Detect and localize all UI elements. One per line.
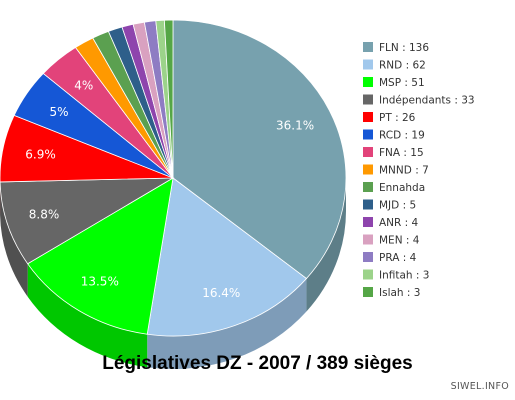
- slice-label-fna: 4%: [74, 79, 93, 93]
- legend-label-infitah: Infitah : 3: [379, 270, 429, 282]
- legend-label-msp: MSP : 51: [379, 77, 425, 89]
- legend-label-mjd: MJD : 5: [379, 200, 416, 212]
- legend-swatch-rnd: [363, 59, 373, 70]
- slice-label-pt: 6.9%: [25, 148, 56, 162]
- pie-wall-rnd: [147, 278, 307, 369]
- slice-label-rcd: 5%: [50, 105, 69, 119]
- legend-swatch-islah: [363, 287, 373, 297]
- pie-slice-rnd[interactable]: [146, 177, 308, 337]
- legend-label-fln: FLN : 136: [379, 42, 429, 54]
- pie-slice-islah[interactable]: [163, 19, 174, 179]
- legend-swatch-indépendants: [363, 94, 373, 105]
- legend-swatch-mjd: [363, 199, 373, 210]
- pie-slice-fln[interactable]: [172, 19, 347, 280]
- legend-label-islah: Islah : 3: [379, 287, 420, 299]
- pie-wall-indépendants: [0, 181, 28, 297]
- pie-slice-msp[interactable]: [27, 177, 174, 335]
- pie-slices: [0, 19, 347, 337]
- legend-swatch-pra: [363, 252, 373, 262]
- legend-swatch-mnnd: [363, 164, 373, 175]
- slice-label-rnd: 16.4%: [202, 286, 240, 300]
- legend-label-mnnd: MNND : 7: [379, 165, 429, 177]
- pie-wall-fln: [306, 178, 346, 312]
- legend-label-pt: PT : 26: [379, 112, 416, 124]
- legend-swatch-rcd: [363, 129, 373, 140]
- chart-legend: FLN : 136 RND : 62 MSP : 51 Indépendants : …: [363, 42, 475, 299]
- slice-label-indépendants: 8.8%: [29, 207, 60, 221]
- slice-label-msp: 13.5%: [81, 275, 119, 289]
- legend-label-anr: ANR : 4: [379, 217, 419, 229]
- legend-swatch-ennahda: [363, 182, 373, 192]
- source-credit: SIWEL.INFO: [450, 381, 509, 392]
- legend-swatch-fln: [363, 42, 373, 52]
- legend-label-fna: FNA : 15: [379, 147, 424, 159]
- chart-title: Législatives DZ - 2007 / 389 sièges: [102, 353, 413, 374]
- legend-swatch-fna: [363, 147, 373, 157]
- legend-swatch-men: [363, 234, 373, 245]
- legend-swatch-infitah: [363, 269, 373, 280]
- legend-label-rnd: RND : 62: [379, 60, 426, 72]
- slice-label-fln: 36.1%: [276, 118, 314, 132]
- legend-swatch-pt: [363, 112, 373, 122]
- legend-label-indépendants: Indépendants : 33: [379, 95, 475, 107]
- pie-slice-indépendants[interactable]: [0, 177, 175, 265]
- legend-swatch-anr: [363, 217, 373, 227]
- legend-label-men: MEN : 4: [379, 235, 420, 247]
- legend-swatch-msp: [363, 77, 373, 87]
- legend-label-rcd: RCD : 19: [379, 130, 425, 142]
- legend-label-ennahda: Ennahda: [379, 182, 425, 194]
- pie-slice-labels: 36.1% 16.4% 13.5% 8.8% 6.9% 5% 4%: [25, 79, 314, 300]
- legend-label-pra: PRA : 4: [379, 252, 417, 264]
